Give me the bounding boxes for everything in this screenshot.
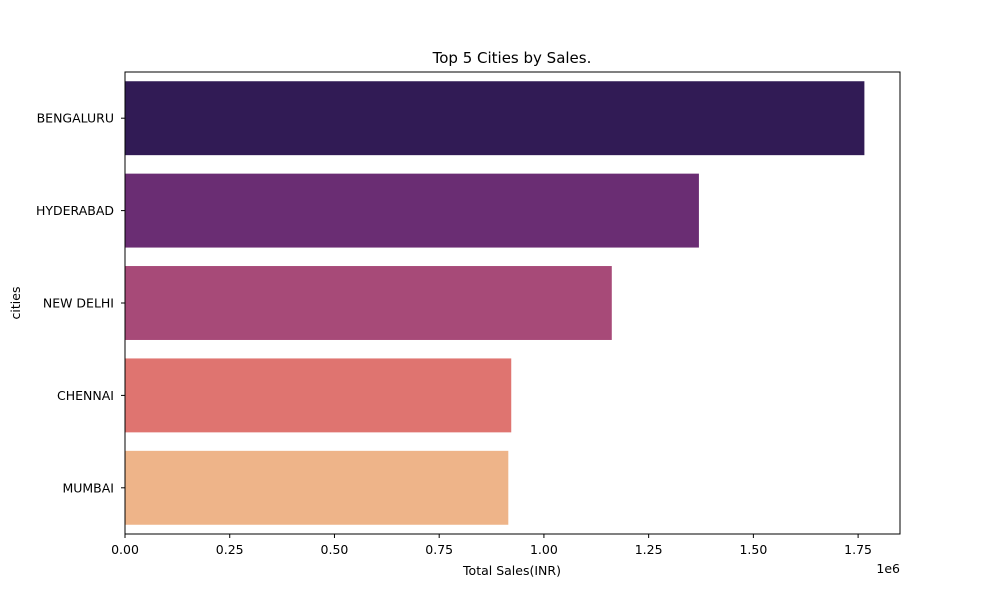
chart-title: Top 5 Cities by Sales.: [432, 49, 592, 67]
x-tick-label: 0.00: [111, 542, 139, 557]
x-axis-ticks: 0.00 0.25 0.50 0.75 1.00 1.25 1.50 1.75: [111, 534, 872, 557]
x-tick-label: 1.75: [844, 542, 872, 557]
x-axis-label: Total Sales(INR): [462, 563, 561, 578]
bar-new-delhi: [125, 266, 612, 340]
x-tick-label: 1.25: [635, 542, 663, 557]
y-tick-label: BENGALURU: [37, 111, 114, 126]
bar-mumbai: [125, 450, 509, 525]
y-tick-label: HYDERABAD: [36, 203, 114, 218]
x-axis-offset-label: 1e6: [876, 561, 900, 576]
y-tick-label: CHENNAI: [57, 388, 114, 403]
x-tick-label: 0.25: [216, 542, 244, 557]
x-tick-label: 0.75: [425, 542, 453, 557]
bar-bengaluru: [125, 81, 865, 156]
bar-hyderabad: [125, 173, 699, 248]
y-axis-label: cities: [8, 287, 23, 320]
plot-frame: [124, 71, 901, 535]
x-tick-label: 1.00: [530, 542, 558, 557]
y-axis-ticks: BENGALURU HYDERABAD NEW DELHI CHENNAI MUMBAI: [36, 111, 125, 495]
y-tick-label: NEW DELHI: [43, 296, 114, 311]
bars-group: [125, 81, 865, 525]
x-tick-label: 0.50: [321, 542, 349, 557]
y-tick-label: MUMBAI: [62, 480, 114, 495]
x-tick-label: 1.50: [739, 542, 767, 557]
bar-chennai: [125, 358, 512, 433]
